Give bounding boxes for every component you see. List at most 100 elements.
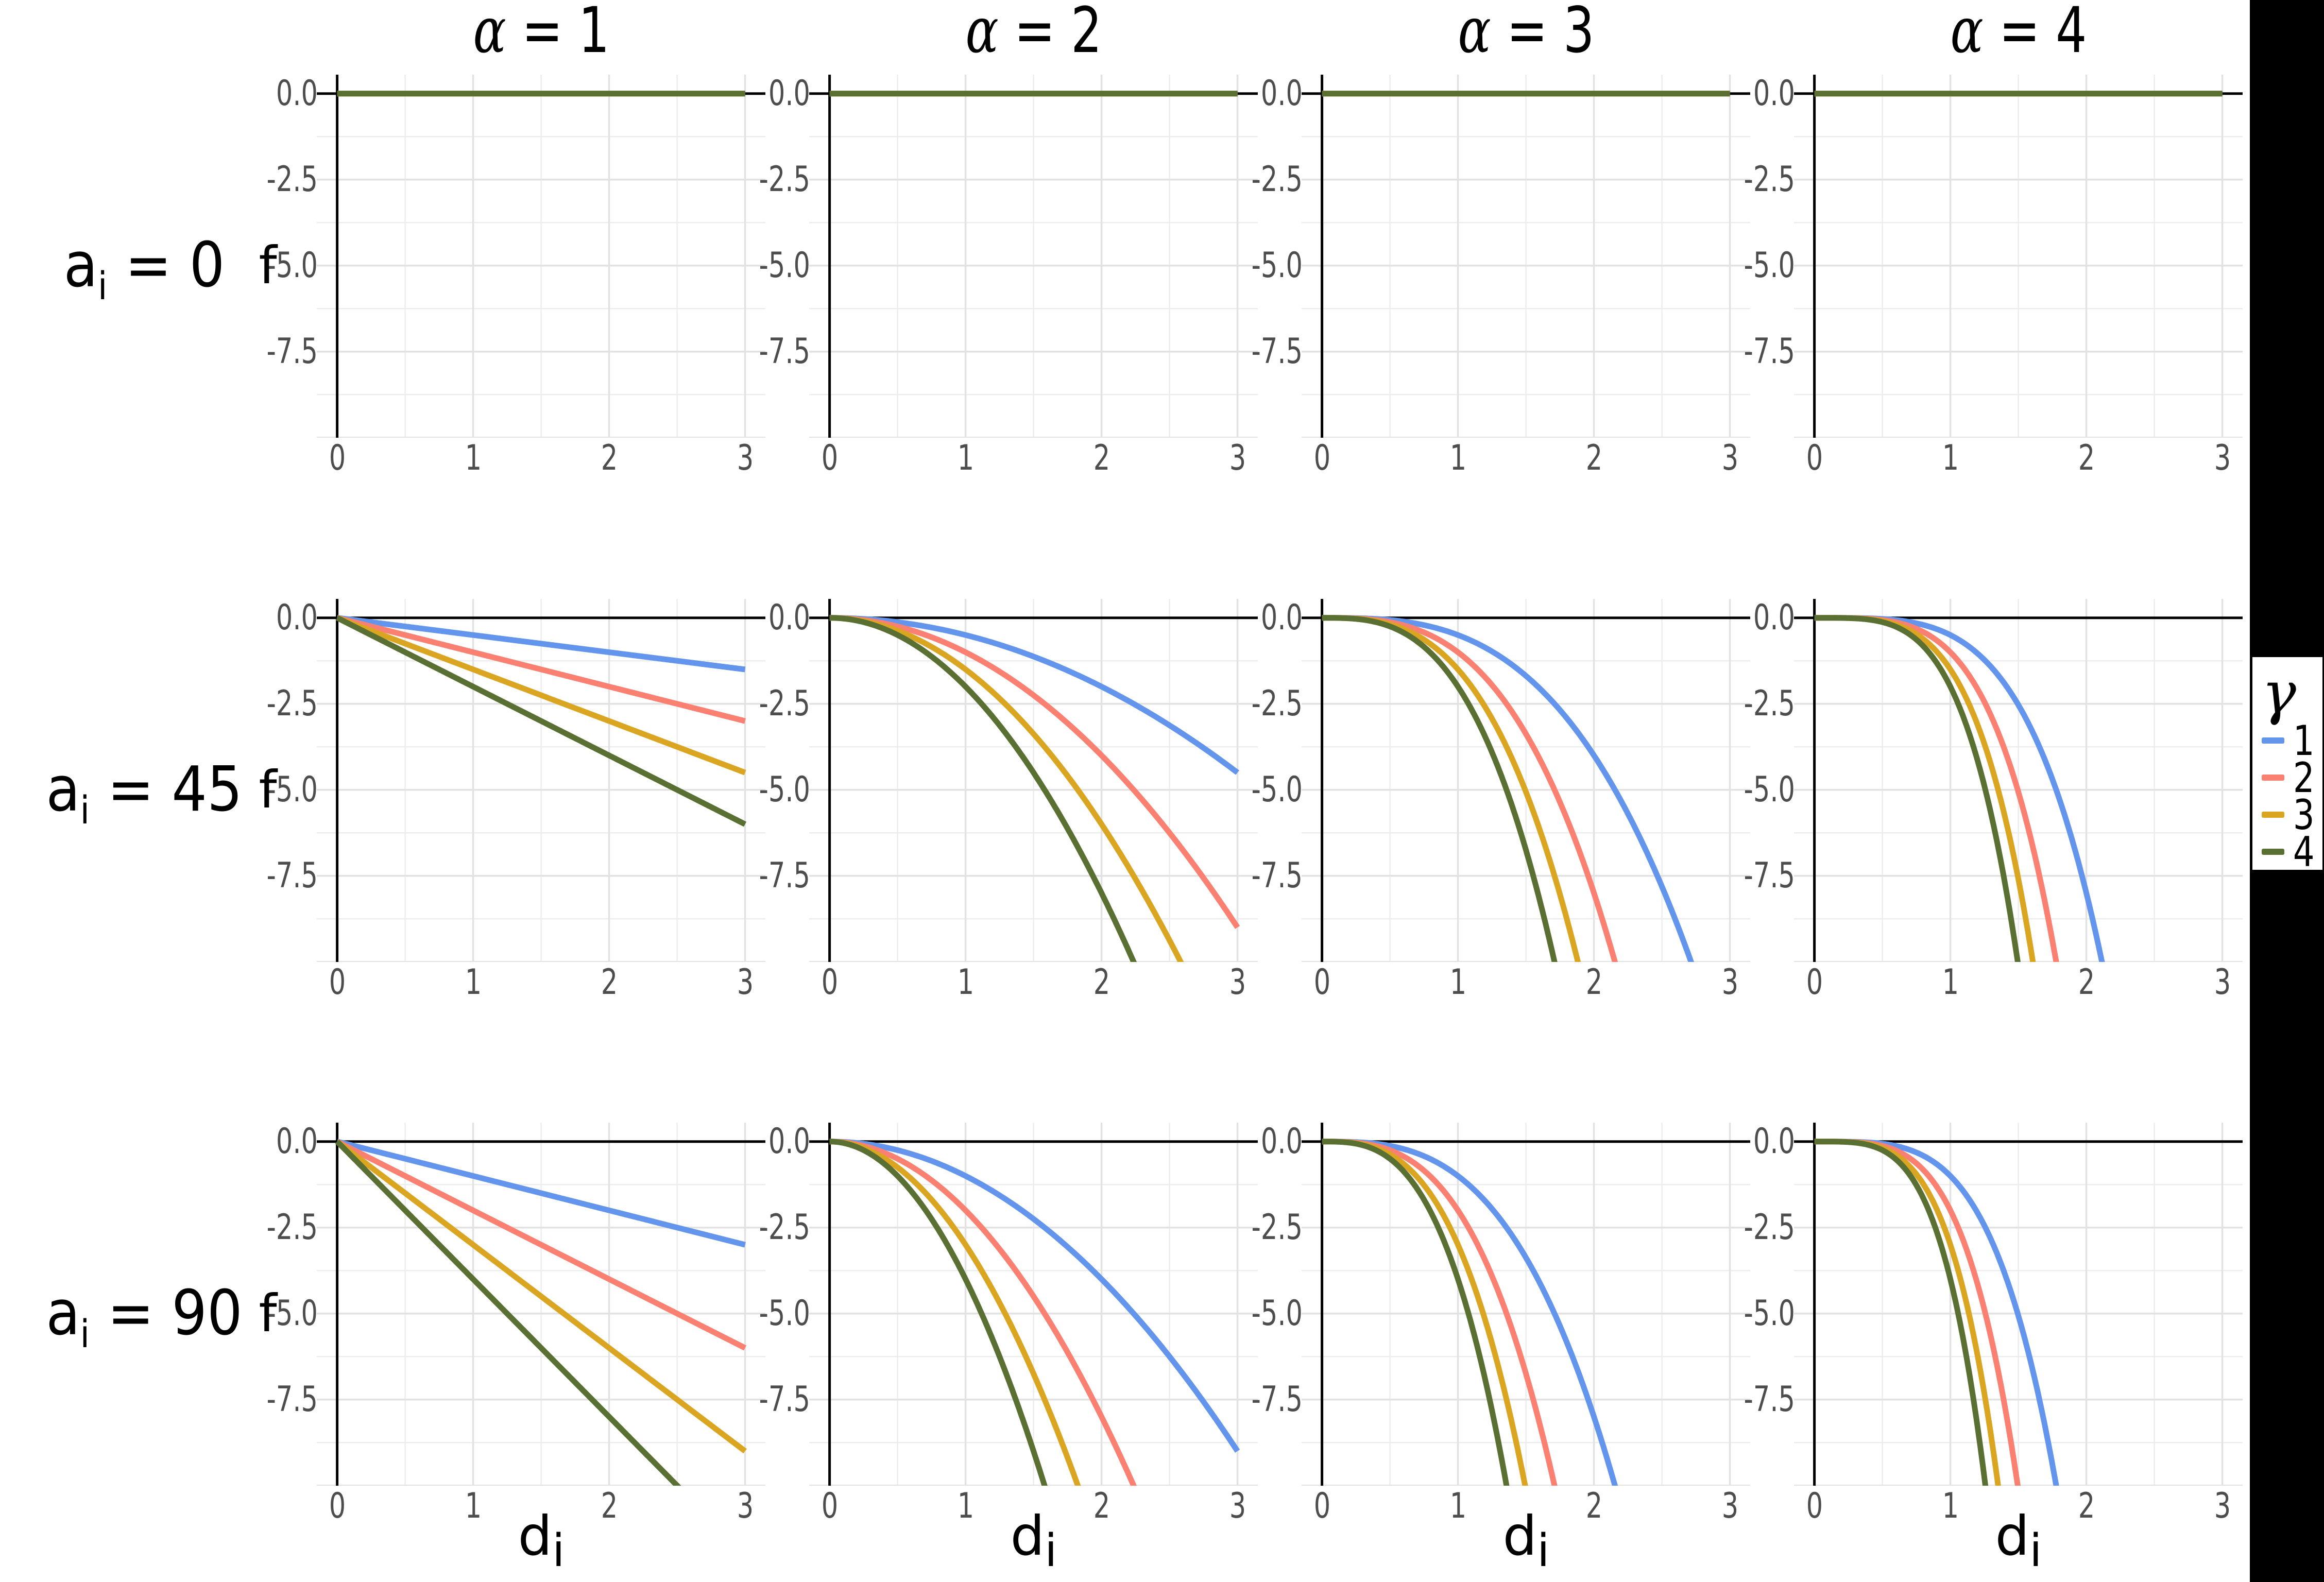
x-tick-label: 2 [2078,438,2095,478]
x-tick-label: 2 [601,962,618,1003]
x-tick-label: 1 [957,962,974,1003]
x-tick-label: 2 [601,1486,618,1526]
x-tick-label: 1 [1449,1486,1466,1526]
legend-title: γ [2262,660,2296,727]
x-tick-label: 3 [1229,962,1246,1003]
curve-gamma-3-row2-col2 [828,615,1184,962]
x-tick-label: 2 [601,438,618,478]
x-axis-title: di [1010,1505,1057,1577]
facet-panel-row2-col2 [809,599,1258,962]
legend-key-swatch [2262,775,2284,781]
y-tick-label: -7.5 [1251,331,1303,372]
x-tick-label: 1 [1449,438,1466,478]
y-axis-title: f [259,235,277,296]
curve-gamma-4-row2-col2 [828,615,1137,962]
y-tick-label: -2.5 [1744,683,1795,724]
y-tick-label: -7.5 [266,331,318,372]
x-tick-label: 1 [465,438,482,478]
y-tick-label: -5.0 [266,245,318,286]
facet-col-title-2: α = 2 [965,0,1102,67]
legend-entry-label: 3 [2293,790,2315,839]
y-tick-label: -7.5 [1744,331,1795,372]
y-tick-label: -2.5 [1251,159,1303,200]
y-tick-label: 0.0 [1260,73,1303,114]
y-tick-label: -5.0 [1251,1293,1303,1334]
legend-entry-gamma-4: 4 [2262,828,2316,876]
y-tick-label: -7.5 [1251,1379,1303,1420]
x-tick-label: 3 [1721,1486,1738,1526]
facet-row-label-0: ai = 0 [63,230,225,308]
x-tick-label: 3 [737,438,754,478]
y-tick-label: -2.5 [759,159,810,200]
curve-gamma-4-row2-col4 [1813,615,2021,962]
x-tick-label: 0 [329,1486,346,1526]
curve-gamma-3-row2-col1 [335,615,747,776]
facet-row-label-90: ai = 90 [46,1278,243,1356]
x-tick-label: 3 [737,962,754,1003]
y-tick-label: -5.0 [1744,769,1795,810]
curve-gamma-1-row3-col1 [335,1139,747,1248]
y-tick-label: 0.0 [768,597,810,638]
y-tick-label: -7.5 [759,331,810,372]
y-tick-label: -5.0 [266,1293,318,1334]
x-tick-label: 0 [821,962,838,1003]
y-tick-label: 0.0 [276,1121,318,1162]
facet-panel-row1-col4 [1794,75,2243,438]
facet-panel-row3-col2 [809,1123,1258,1486]
x-tick-label: 2 [1585,438,1602,478]
x-tick-label: 1 [465,1486,482,1526]
y-axis-title: f [259,760,277,820]
facet-panel-row3-col3 [1302,1123,1750,1486]
y-tick-label: 0.0 [1260,1121,1303,1162]
curve-gamma-2-row3-col2 [828,1139,1137,1486]
facet-panel-row2-col1 [317,599,765,962]
facet-panel-row1-col1 [317,75,765,438]
y-tick-label: 0.0 [276,73,318,114]
x-tick-label: 0 [329,438,346,478]
x-tick-label: 3 [1229,438,1246,478]
x-tick-label: 0 [1806,438,1823,478]
legend-key-swatch [2262,849,2284,855]
y-tick-label: -7.5 [759,1379,810,1420]
x-tick-label: 3 [1229,1486,1246,1526]
y-tick-label: -5.0 [1251,769,1303,810]
x-tick-label: 1 [1942,1486,1959,1526]
facet-panel-row3-col4 [1794,1123,2243,1486]
y-tick-label: -5.0 [1744,1293,1795,1334]
y-tick-label: 0.0 [1753,1121,1795,1162]
x-axis-title: di [1995,1505,2042,1577]
x-tick-label: 0 [1313,962,1330,1003]
legend-entry-gamma-3: 3 [2262,791,2316,839]
y-tick-label: -5.0 [266,769,318,810]
x-tick-label: 0 [1806,1486,1823,1526]
facet-col-title-1: α = 1 [473,0,610,67]
facet-col-title-3: α = 3 [1458,0,1595,67]
y-tick-label: -5.0 [759,245,810,286]
y-tick-label: -7.5 [266,1379,318,1420]
curve-gamma-2-row3-col1 [335,1139,747,1351]
legend-entry-label: 2 [2293,753,2315,802]
y-tick-label: -2.5 [1251,683,1303,724]
y-tick-label: 0.0 [768,73,810,114]
curve-gamma-2-row2-col1 [335,615,747,724]
x-tick-label: 3 [737,1486,754,1526]
x-tick-label: 2 [1093,962,1110,1003]
x-tick-label: 0 [1313,1486,1330,1526]
y-tick-label: -7.5 [1744,855,1795,896]
legend-entry-label: 1 [2293,716,2315,765]
curve-gamma-3-row3-col2 [828,1139,1081,1486]
legend-entry-label: 4 [2293,828,2315,876]
y-tick-label: -7.5 [759,855,810,896]
facet-panel-row2-col3 [1302,599,1750,962]
curve-gamma-3-row3-col1 [335,1139,747,1454]
y-tick-label: -2.5 [1744,1207,1795,1248]
y-tick-label: -2.5 [266,159,318,200]
facet-col-title-4: α = 4 [1950,0,2087,67]
y-tick-label: 0.0 [1260,597,1303,638]
curve-gamma-4-row3-col4 [1813,1139,1989,1486]
facet-row-label-45: ai = 45 [46,754,243,833]
legend-key-swatch [2262,737,2284,744]
x-tick-label: 2 [2078,962,2095,1003]
y-tick-label: -7.5 [1744,1379,1795,1420]
